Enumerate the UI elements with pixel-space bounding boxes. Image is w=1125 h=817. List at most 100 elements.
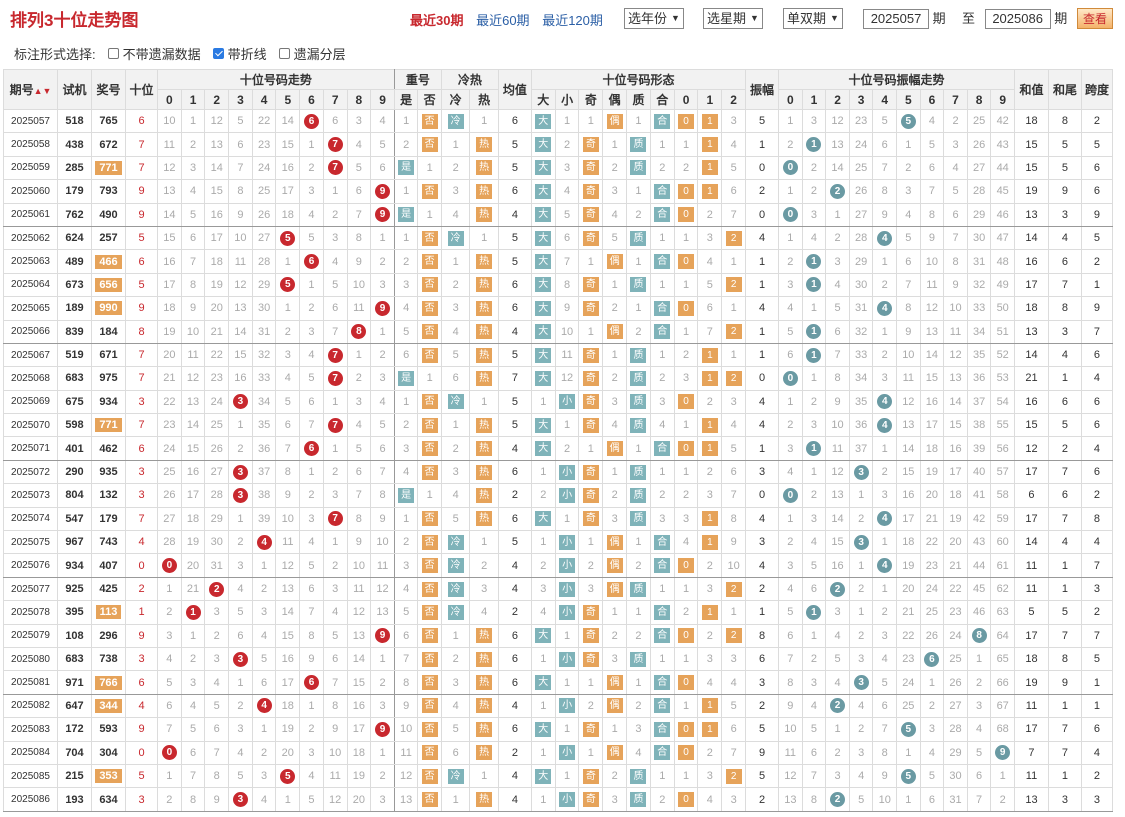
range-to-label: 至	[962, 11, 976, 26]
amp-cell: 24	[848, 132, 874, 157]
sum-cell: 11	[1013, 576, 1049, 602]
repeat-cell: 1	[393, 108, 419, 134]
trend-cell: 9	[275, 483, 301, 508]
amp-cell: 9	[872, 763, 898, 789]
prize-cell: 634	[91, 787, 126, 812]
form-cell: 3	[721, 108, 747, 134]
filter-bar: 标注形式选择: 不带遗漏数据 带折线 遗漏分层	[0, 37, 1125, 69]
form-cell: 1	[697, 600, 723, 625]
amp-cell: 49	[990, 272, 1015, 298]
hotcold-cell: 冷	[440, 600, 471, 625]
sum-cell: 17	[1013, 506, 1049, 532]
form-cell: 5	[721, 436, 747, 461]
amp-cell: 24	[919, 576, 945, 602]
issue-cell: 2025078	[3, 600, 58, 625]
option-with-line[interactable]: 带折线	[212, 44, 267, 63]
hotcold-cell: 冷	[440, 576, 471, 602]
header-amp: 振幅	[745, 69, 780, 110]
hotcold-cell: 3	[440, 179, 471, 204]
prize-cell: 425	[91, 576, 126, 602]
checkbox[interactable]	[107, 47, 119, 59]
checkbox[interactable]	[278, 47, 290, 59]
amp-cell: 42	[966, 506, 992, 532]
form-cell: 1	[626, 670, 651, 695]
hotcold-cell: 1	[469, 225, 499, 251]
option-no-missing[interactable]: 不带遗漏数据	[107, 44, 201, 63]
avg-cell: 4	[497, 763, 532, 789]
amp-cell: 12	[778, 763, 803, 789]
odd-even-select[interactable]: 单双期 ▼	[783, 8, 843, 29]
query-button[interactable]: 查看	[1077, 8, 1114, 29]
amp-cell: 53	[990, 366, 1015, 391]
period-link-60[interactable]: 最近60期	[476, 13, 530, 28]
year-select[interactable]: 选年份 ▼	[624, 8, 684, 29]
period-link-120[interactable]: 最近120期	[542, 13, 603, 28]
checkbox-checked[interactable]	[212, 47, 224, 59]
trend-cell: 4	[251, 623, 277, 648]
amp-cell: 44	[966, 553, 992, 578]
amp-cell: 56	[990, 436, 1015, 461]
form-cell: 1	[530, 530, 556, 555]
form-cell: 1	[578, 319, 604, 344]
span-cell: 7	[1080, 319, 1113, 344]
amp-cell: 33	[848, 342, 874, 368]
table-row: 2025084 704 304 0 0 6 7 4 2 20 3 10 18 1 11 否 6 热 2 1 小 1 偶 4 合 0…	[3, 740, 1113, 765]
hotcold-cell: 2	[469, 553, 499, 578]
form-cell: 奇	[578, 225, 604, 251]
tail-cell: 8	[1047, 296, 1082, 321]
issue-cell: 2025071	[3, 436, 58, 461]
table-row: 2025058 438 672 7 11 2 13 6 23 15 1 7 4 5 2 否 1 热 5 大 2 奇 1 质 1 1…	[3, 132, 1113, 157]
amp-ball: 2	[825, 787, 850, 812]
trend-cell: 2	[204, 623, 230, 648]
trend-cell: 4	[180, 179, 206, 204]
tail-cell: 6	[1047, 389, 1082, 415]
trend-cell: 17	[346, 717, 372, 742]
form-cell: 2	[649, 483, 675, 508]
sum-cell: 15	[1013, 155, 1049, 181]
form-cell: 合	[649, 600, 675, 625]
table-row: 2025077 925 425 2 1 21 2 4 2 13 6 3 11 12 4 否冷 3 4 3 小 3 偶质 1 1…	[3, 576, 1113, 602]
amp-cell: 51	[990, 319, 1015, 344]
amp-cell: 4	[745, 296, 780, 321]
form-cell: 大	[530, 179, 556, 204]
form-cell: 3	[602, 787, 628, 812]
range-to-input[interactable]: 2025086	[984, 9, 1051, 29]
tens-cell: 7	[125, 132, 158, 157]
period-link-30[interactable]: 最近30期	[410, 13, 464, 28]
amp-cell: 3	[801, 202, 827, 227]
prize-cell: 771	[91, 413, 126, 438]
tail-cell: 5	[1047, 155, 1082, 181]
repeat-cell: 否	[417, 506, 442, 532]
repeat-cell: 4	[393, 296, 419, 321]
trend-cell: 2	[322, 202, 348, 227]
hotcold-cell: 热	[469, 459, 499, 485]
trend-cell: 5	[180, 202, 206, 227]
amp-cell: 67	[990, 693, 1015, 719]
trend-cell: 20	[275, 740, 301, 765]
option-missing-layer[interactable]: 遗漏分层	[278, 44, 346, 63]
amp-cell: 17	[896, 506, 921, 532]
repeat-cell: 9	[393, 693, 419, 719]
trend-cell: 31	[204, 553, 230, 578]
weekday-select[interactable]: 选星期 ▼	[703, 8, 763, 29]
range-from-input[interactable]: 2025057	[863, 9, 929, 29]
form-cell: 2	[721, 225, 747, 251]
amp-cell: 5	[872, 670, 898, 695]
sort-icon[interactable]: ▲▼	[33, 86, 52, 96]
trend-cell: 3	[299, 319, 324, 344]
trend-digit-4: 4	[251, 89, 277, 110]
tail-cell: 1	[1047, 553, 1082, 578]
form-cell: 奇	[578, 600, 604, 625]
amp-digit-0: 0	[778, 89, 803, 110]
amp-cell: 14	[825, 155, 850, 181]
tens-cell: 6	[125, 436, 158, 461]
trend-cell: 1	[157, 576, 182, 602]
tail-cell: 1	[1047, 366, 1082, 391]
header-issue[interactable]: 期号▲▼	[3, 69, 58, 110]
form-cell: 1	[578, 530, 604, 555]
issue-cell: 2025073	[3, 483, 58, 508]
trend-cell: 8	[346, 506, 372, 532]
form-cell: 2	[554, 436, 580, 461]
form-cell: 2	[721, 763, 747, 789]
repeat-cell: 否	[417, 179, 442, 204]
